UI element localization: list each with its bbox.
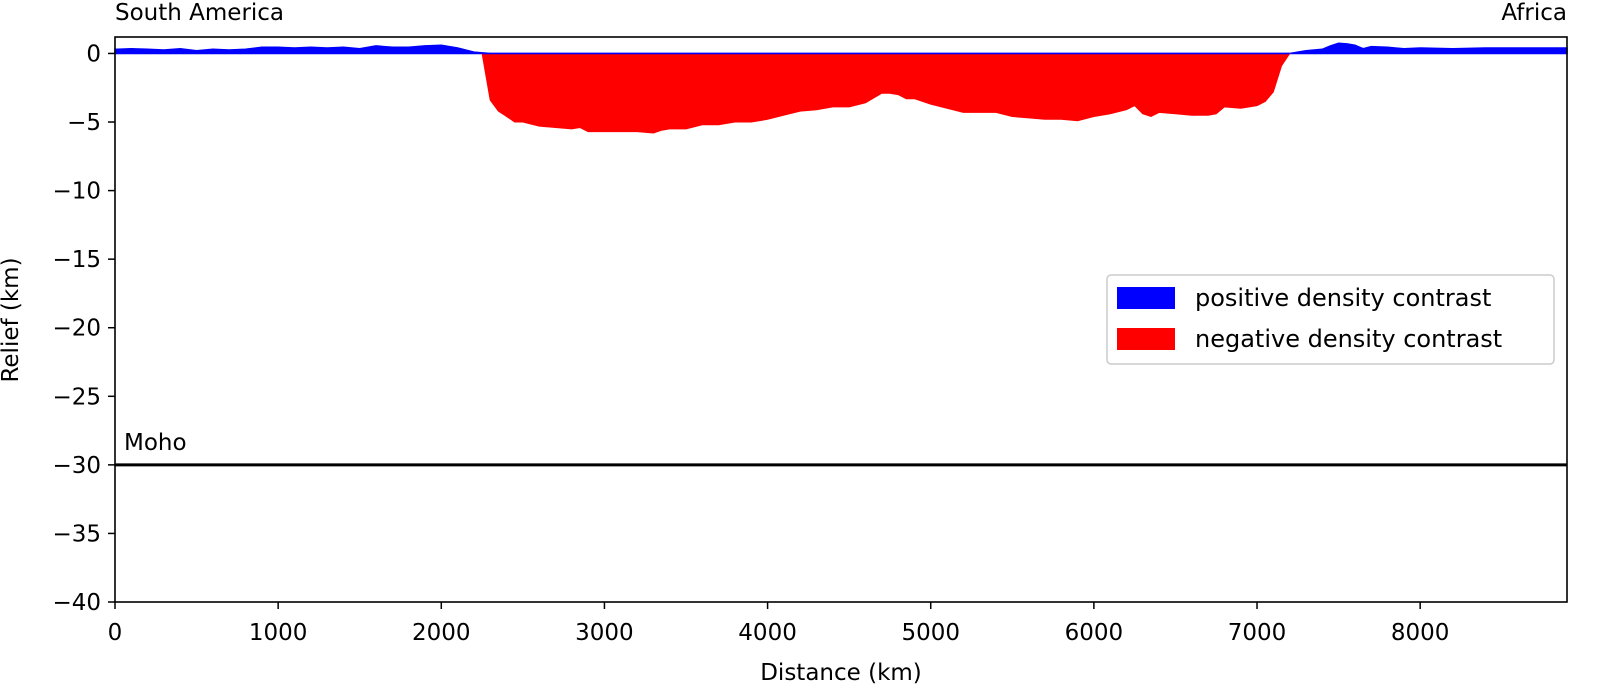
legend-frame [1106,274,1555,365]
x-tick-label: 1000 [249,620,308,646]
x-axis: 0 1000 2000 3000 4000 5000 6000 7000 8000 [108,602,1450,646]
x-tick-label: 7000 [1228,620,1287,646]
x-axis-label: Distance (km) [760,660,922,686]
y-tick-label: −5 [67,110,101,136]
positive-density-area [114,42,1568,55]
y-axis-label: Relief (km) [0,257,24,382]
y-tick-label: −40 [52,590,101,616]
legend-label-negative: negative density contrast [1195,325,1502,353]
legend-label-positive: positive density contrast [1195,284,1491,312]
y-tick-label: −15 [52,247,101,273]
y-tick-label: 0 [86,41,101,67]
x-tick-label: 6000 [1065,620,1124,646]
plot-frame [114,36,1568,603]
y-tick-label: −25 [52,384,101,410]
y-tick-label: −10 [52,179,101,205]
x-tick-label: 8000 [1391,620,1450,646]
y-axis: 0 −5 −10 −15 −20 −25 −30 −35 −40 [52,41,115,616]
x-tick-label: 4000 [738,620,797,646]
y-tick-label: −35 [52,521,101,547]
x-tick-label: 5000 [901,620,960,646]
legend: positive density contrast negative densi… [1106,274,1555,365]
x-tick-label: 0 [108,620,123,646]
left-end-label: South America [115,0,284,26]
x-tick-label: 2000 [412,620,471,646]
y-tick-label: −30 [52,453,101,479]
x-tick-label: 3000 [575,620,634,646]
right-end-label: Africa [1501,0,1567,26]
negative-density-area [481,53,1291,134]
legend-swatch-positive [1117,287,1175,309]
legend-swatch-negative [1117,328,1175,350]
moho-label: Moho [124,430,187,456]
y-tick-label: −20 [52,316,101,342]
